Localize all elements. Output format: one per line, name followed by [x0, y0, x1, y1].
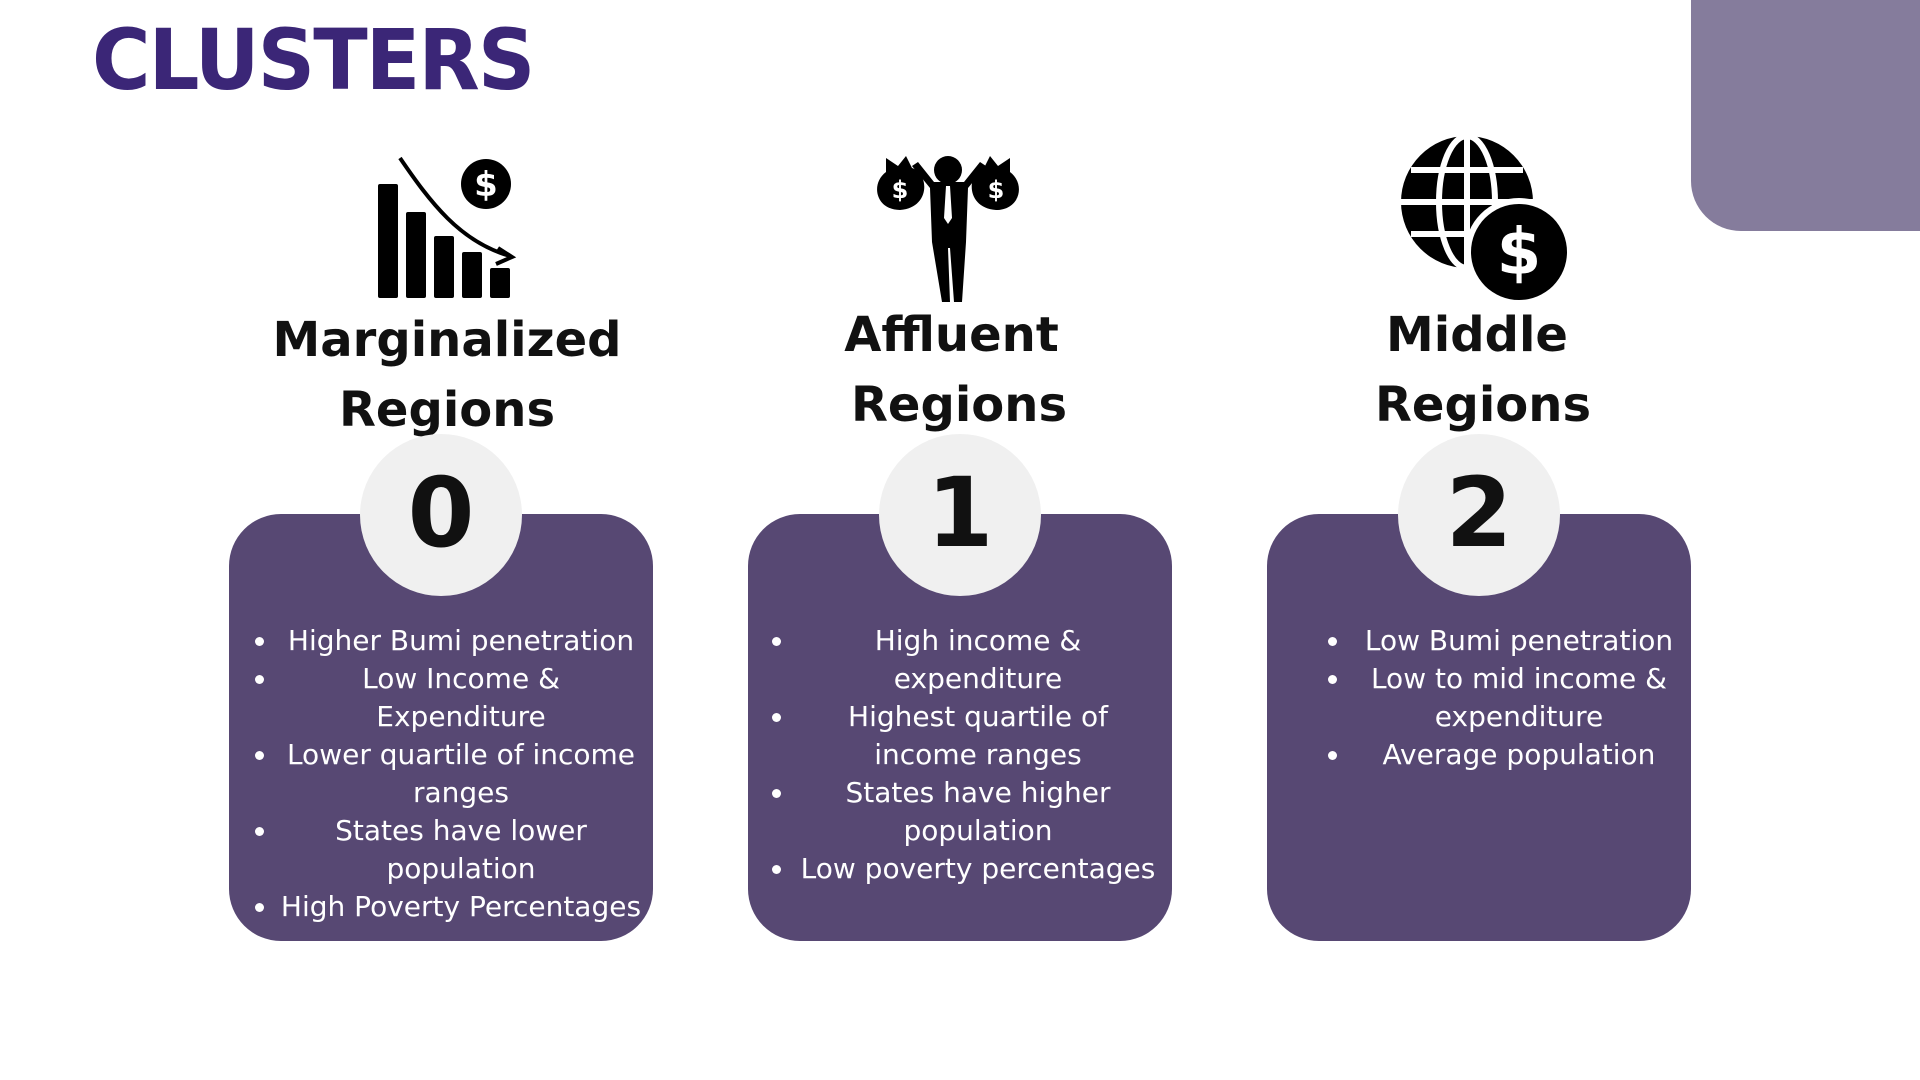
man-holding-money-bags-icon: $ $	[877, 156, 1019, 302]
declining-bar-chart-dollar-icon: $	[378, 156, 517, 298]
cluster-0-heading-line1: Marginalized	[272, 312, 622, 368]
list-item: High Poverty Percentages	[234, 888, 644, 926]
cluster-2-heading-line1: Middle	[1386, 307, 1568, 363]
cluster-1-heading-line2: Regions	[850, 377, 1068, 433]
cluster-0-number: 0	[407, 457, 475, 569]
list-item: Low poverty percentages	[751, 850, 1161, 888]
cluster-2-number: 2	[1445, 457, 1513, 569]
list-item: High income & expenditure	[751, 622, 1161, 698]
list-item: Highest quartile of income ranges	[751, 698, 1161, 774]
cluster-2-heading-line2: Regions	[1374, 377, 1592, 433]
cluster-1-heading-line1: Affluent	[844, 307, 1059, 363]
svg-text:$: $	[474, 165, 498, 205]
svg-text:$: $	[988, 176, 1005, 204]
svg-text:$: $	[892, 176, 909, 204]
cluster-2-bullet-list: Low Bumi penetration Low to mid income &…	[1298, 622, 1678, 774]
corner-decoration	[1691, 0, 1920, 231]
cluster-2-number-badge: 2	[1398, 434, 1560, 596]
cluster-1-number: 1	[926, 457, 994, 569]
cluster-0-heading: Marginalized Regions	[237, 305, 657, 445]
list-item: Low Income & Expenditure	[234, 660, 644, 736]
svg-text:$: $	[1497, 216, 1542, 290]
cluster-0-heading-line2: Regions	[338, 382, 556, 438]
list-item: Lower quartile of income ranges	[234, 736, 644, 812]
globe-dollar-icon: $	[1401, 133, 1573, 306]
cluster-0-number-badge: 0	[360, 434, 522, 596]
cluster-2-heading: Middle Regions	[1273, 300, 1693, 440]
list-item: Higher Bumi penetration	[234, 622, 644, 660]
cluster-0-bullet-list: Higher Bumi penetration Low Income & Exp…	[234, 622, 644, 926]
list-item: States have higher population	[751, 774, 1161, 850]
list-item: Average population	[1298, 736, 1678, 774]
list-item: States have lower population	[234, 812, 644, 888]
cluster-1-heading: Affluent Regions	[749, 300, 1169, 440]
page-title: CLUSTERS	[92, 11, 535, 109]
cluster-1-number-badge: 1	[879, 434, 1041, 596]
list-item: Low Bumi penetration	[1298, 622, 1678, 660]
cluster-1-bullet-list: High income & expenditure Highest quarti…	[751, 622, 1161, 888]
list-item: Low to mid income & expenditure	[1298, 660, 1678, 736]
